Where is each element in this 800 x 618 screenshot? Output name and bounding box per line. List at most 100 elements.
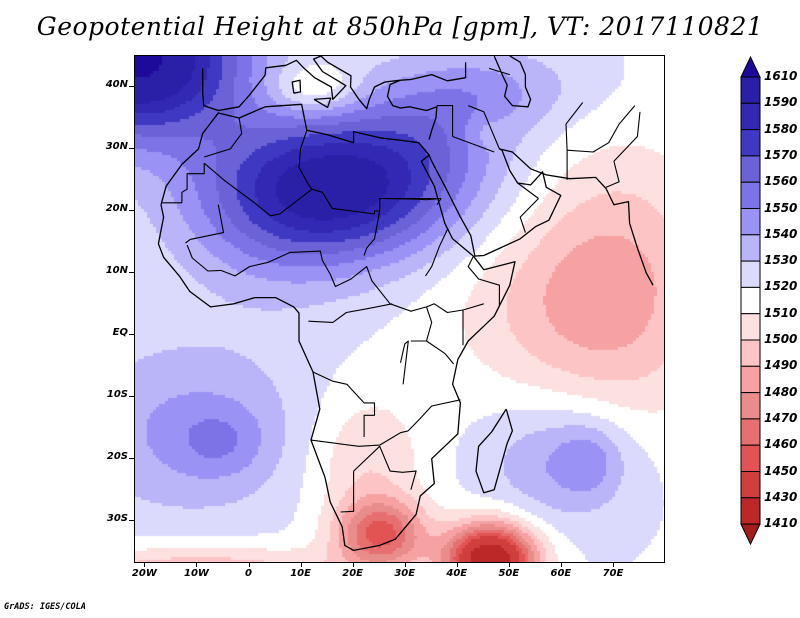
lon-tick-label: 20E <box>342 568 364 579</box>
coastline <box>475 408 514 494</box>
colorbar-swatch <box>740 234 761 262</box>
country-border <box>407 399 461 432</box>
colorbar-swatch <box>740 181 761 209</box>
colorbar <box>740 55 761 546</box>
country-border <box>299 130 308 150</box>
colorbar-label: 1450 <box>764 463 798 478</box>
colorbar-label: 1470 <box>764 410 798 425</box>
country-border <box>519 198 539 233</box>
colorbar-label: 1410 <box>764 516 798 531</box>
lon-tick-mark <box>560 563 562 567</box>
coastline <box>428 148 562 257</box>
country-border <box>565 102 584 180</box>
lat-tick-label: 10S <box>106 388 128 400</box>
coastline <box>386 79 438 140</box>
colorbar-label: 1590 <box>764 95 798 110</box>
country-border <box>488 67 510 76</box>
lon-tick-mark <box>456 563 458 567</box>
colorbar-label: 1570 <box>764 147 798 162</box>
lon-tick-mark <box>404 563 406 567</box>
grads-credit: GrADS: IGES/COLA <box>4 602 86 612</box>
country-border <box>425 229 448 277</box>
lon-tick-label: 40E <box>446 568 468 579</box>
colorbar-label: 1610 <box>764 69 798 83</box>
lon-tick-mark <box>612 563 614 567</box>
map-title: Geopotential Height at 850hPa [gpm], VT:… <box>36 12 764 41</box>
country-border <box>399 340 409 385</box>
lon-tick-mark <box>508 563 510 567</box>
coastline <box>320 56 401 110</box>
colorbar-label: 1540 <box>764 226 798 241</box>
country-border <box>567 105 636 153</box>
lat-tick-mark <box>129 519 134 521</box>
lat-tick-label: EQ <box>112 326 128 338</box>
country-border <box>185 204 225 244</box>
lat-tick-label: 30N <box>105 140 128 152</box>
lat-tick-mark <box>129 457 134 459</box>
lon-tick-label: 0 <box>245 568 252 579</box>
colorbar-swatch <box>740 471 761 499</box>
coastline <box>493 56 532 108</box>
country-border <box>186 244 484 314</box>
country-border <box>203 162 442 217</box>
country-border <box>379 197 442 201</box>
colorbar-label: 1480 <box>764 384 798 399</box>
colorbar-swatch <box>740 313 761 341</box>
lon-tick-label: 60E <box>550 568 572 579</box>
lon-tick-label: 70E <box>602 568 624 579</box>
colorbar-swatch <box>740 260 761 288</box>
lat-tick-mark <box>129 271 134 273</box>
country-border <box>353 445 417 490</box>
lon-tick-label: 30E <box>394 568 416 579</box>
coastline <box>291 79 302 94</box>
coastline <box>265 56 347 101</box>
country-border <box>467 255 500 307</box>
colorbar-label: 1460 <box>764 437 798 452</box>
country-border <box>452 135 495 153</box>
lat-tick-label: 20N <box>105 202 128 214</box>
country-border <box>204 117 243 158</box>
lat-tick-mark <box>129 395 134 397</box>
lon-tick-mark <box>196 563 198 567</box>
colorbar-label: 1550 <box>764 200 798 215</box>
colorbar-label: 1500 <box>764 332 798 346</box>
country-border <box>517 182 539 199</box>
colorbar-label: 1580 <box>764 121 798 136</box>
lon-tick-label: 10W <box>183 568 209 579</box>
colorbar-extend-max <box>740 55 761 78</box>
colorbar-swatch <box>740 76 761 104</box>
coastline <box>202 67 267 112</box>
colorbar-swatch <box>740 208 761 236</box>
lat-tick-label: 40N <box>105 78 128 90</box>
country-border <box>312 371 376 437</box>
country-border <box>363 198 381 256</box>
colorbar-label: 1490 <box>764 358 798 373</box>
lat-tick-mark <box>129 333 134 335</box>
lon-tick-mark <box>352 563 354 567</box>
colorbar-swatch <box>740 444 761 473</box>
lat-tick-label: 10N <box>105 264 128 276</box>
country-border <box>181 163 205 203</box>
colorbar-swatch <box>740 129 761 157</box>
colorbar-swatch <box>740 102 761 131</box>
colorbar-swatch <box>740 365 761 394</box>
country-border <box>298 148 313 190</box>
colorbar-swatch <box>740 339 761 367</box>
country-border <box>605 111 641 188</box>
country-border <box>425 306 433 342</box>
lon-tick-label: 50E <box>498 568 520 579</box>
lat-tick-label: 30S <box>106 512 128 524</box>
coastline <box>499 148 654 286</box>
colorbar-label: 1430 <box>764 489 798 504</box>
lon-tick-label: 10E <box>290 568 311 579</box>
country-border <box>410 340 455 365</box>
lon-tick-label: 20W <box>131 568 157 579</box>
lat-tick-label: 20S <box>106 450 128 462</box>
map-plot-area <box>134 55 665 563</box>
lon-tick-mark <box>300 563 302 567</box>
coastline <box>157 103 516 552</box>
colorbar-swatch <box>740 418 761 446</box>
colorbar-label: 1510 <box>764 305 798 320</box>
lon-tick-mark <box>248 563 250 567</box>
country-border <box>467 105 500 150</box>
